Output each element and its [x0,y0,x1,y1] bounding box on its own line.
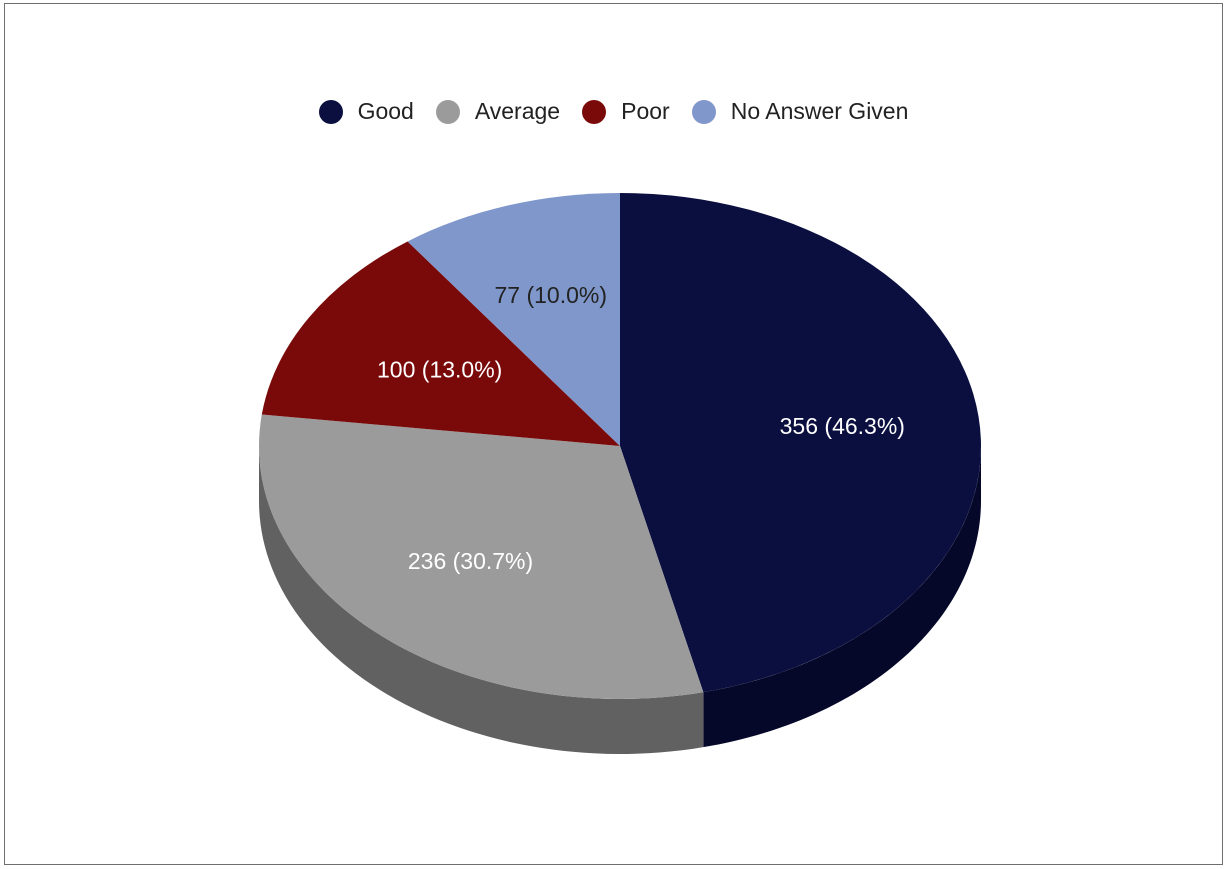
pie-side-good [703,446,981,748]
data-label-good: 356 (46.3%) [780,413,905,439]
data-label-average: 236 (30.7%) [408,548,533,574]
legend-swatch-average [435,99,460,124]
legend-item-average: Average [435,98,561,125]
legend-item-good: Good [318,98,414,125]
legend-label-good: Good [357,98,414,124]
legend-swatch-no-answer [691,99,716,124]
pie-data-labels: 356 (46.3%) 236 (30.7%) 100 (13.0%) 77 (10.… [377,282,905,574]
pie-slice-no-answer [407,193,620,446]
pie-side-average [259,446,704,754]
pie-slice-average [259,414,704,699]
legend-swatch-poor [582,99,607,124]
legend-label-no-answer: No Answer Given [730,98,909,124]
pie-slices [259,193,981,699]
pie-side-walls [259,446,981,754]
legend-item-poor: Poor [582,98,670,125]
pie-slice-poor [261,241,620,446]
legend-label-poor: Poor [621,98,670,124]
legend-swatch-good [318,99,343,124]
pie-slice-good [620,193,981,693]
legend-label-average: Average [474,98,561,124]
legend-item-no-answer: No Answer Given [691,98,909,125]
data-label-no-answer: 77 (10.0%) [494,282,607,308]
data-label-poor: 100 (13.0%) [377,356,502,382]
chart-legend: Good Average Poor No Answer Given [0,98,1227,125]
